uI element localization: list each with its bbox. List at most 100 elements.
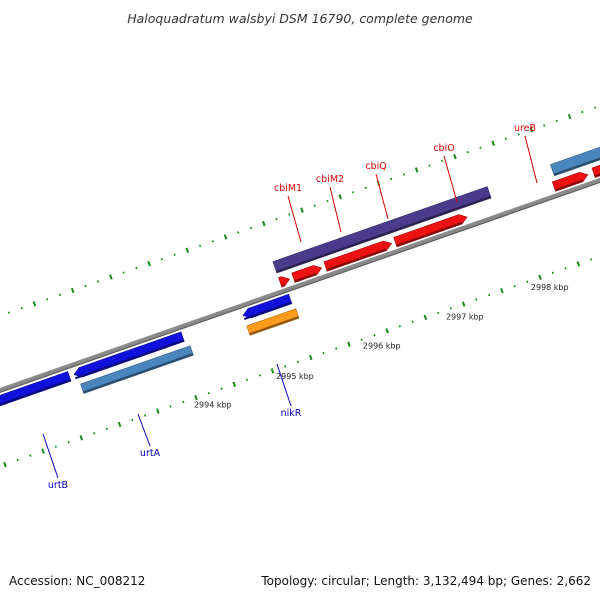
gene-block[interactable]: [246, 308, 300, 336]
lower-ruler-minor-tick: [373, 334, 376, 337]
scale-label: 2994 kbp: [194, 401, 232, 410]
gene-shadow: [281, 284, 285, 287]
lower-ruler-minor-tick: [360, 338, 363, 341]
label-pointer: [375, 173, 389, 220]
upper-ruler-minor-tick: [504, 137, 507, 140]
lower-ruler-major-tick: [538, 274, 542, 280]
gene-arrow[interactable]: [73, 331, 185, 380]
upper-ruler-major-tick: [567, 113, 572, 120]
scale-label: 2995 kbp: [276, 372, 314, 381]
lower-ruler-major-tick: [385, 328, 389, 334]
gene-arrow[interactable]: [242, 293, 293, 321]
gene-shadow: [396, 221, 463, 247]
gene-arrow[interactable]: [0, 371, 72, 408]
upper-ruler-minor-tick: [594, 106, 597, 109]
lower-ruler-minor-tick: [16, 458, 19, 462]
map-title: Haloquadratum walsbyi DSM 16790, complet…: [127, 11, 473, 26]
gene-arrow[interactable]: [278, 276, 291, 288]
lower-ruler-minor-tick: [220, 387, 223, 390]
lower-ruler-minor-tick: [182, 400, 185, 404]
lower-ruler-minor-tick: [513, 284, 516, 288]
gene-label-urtA[interactable]: urtA: [137, 413, 161, 459]
upper-ruler-minor-tick: [46, 298, 49, 301]
label-layer: 2994 kbp 2995 kbp 2996 kbp 2997 kbp 2998 kbp…: [42, 123, 569, 491]
upper-ruler-minor-tick: [351, 191, 355, 194]
upper-ruler-minor-tick: [581, 110, 584, 114]
gene-label-nikR[interactable]: nikR: [276, 363, 302, 419]
upper-ruler-minor-tick: [237, 231, 240, 234]
lower-ruler-minor-tick: [105, 427, 108, 431]
gene-block[interactable]: [272, 186, 492, 274]
upper-ruler-minor-tick: [275, 217, 278, 221]
gene-body: [550, 146, 600, 177]
gene-shadow: [554, 179, 583, 192]
label-pointer: [137, 413, 151, 447]
upper-ruler-minor-tick: [543, 124, 546, 127]
genome-backbone: [0, 177, 600, 393]
lower-ruler-minor-tick: [526, 280, 529, 283]
scale-label: 2997 kbp: [446, 312, 484, 321]
gene-arrow[interactable]: [393, 214, 468, 248]
lower-ruler-minor-tick: [449, 307, 452, 310]
lower-ruler-minor-tick: [488, 293, 491, 297]
upper-ruler-major-tick: [338, 194, 343, 200]
upper-ruler-minor-tick: [466, 150, 469, 154]
lower-ruler-major-tick: [194, 394, 198, 401]
gene-label-text: ureB: [514, 123, 536, 134]
lower-ruler-minor-tick: [437, 311, 440, 315]
gene-label-cbiQ[interactable]: cbiQ: [365, 161, 389, 220]
lower-ruler-minor-tick: [335, 347, 338, 350]
gene-shadow: [326, 248, 387, 272]
upper-ruler-minor-tick: [211, 240, 214, 243]
lower-ruler-minor-tick: [29, 454, 32, 457]
label-pointer: [524, 135, 538, 184]
gene-label-ureB[interactable]: ureB: [514, 123, 538, 184]
gene-label-urtB[interactable]: urtB: [42, 433, 68, 491]
lower-ruler-major-tick: [308, 354, 313, 361]
gene-shadow: [294, 272, 317, 283]
upper-ruler-major-tick: [109, 274, 113, 280]
gene-arrow[interactable]: [551, 171, 589, 192]
lower-ruler-major-tick: [117, 421, 122, 428]
upper-ruler-major-tick: [185, 247, 190, 253]
upper-ruler-minor-tick: [288, 213, 291, 216]
backbone-line: [0, 177, 600, 393]
upper-ruler-major-tick: [529, 127, 534, 133]
label-pointer: [276, 363, 292, 407]
gene-label-cbiM1[interactable]: cbiM1: [274, 183, 302, 243]
lower-ruler-minor-tick: [589, 258, 593, 261]
gene-body: [0, 371, 72, 407]
upper-ruler-minor-tick: [555, 119, 558, 123]
gene-arrow[interactable]: [591, 148, 600, 178]
gene-label-text: cbiM2: [316, 174, 344, 185]
gene-label-text: urtB: [48, 480, 68, 491]
lower-ruler-major-tick: [576, 261, 581, 267]
gene-label-text: cbiM1: [274, 183, 302, 194]
lower-ruler-major-tick: [232, 381, 237, 387]
upper-ruler-minor-tick: [390, 177, 393, 181]
label-pointer: [443, 155, 458, 203]
lower-ruler-minor-tick: [143, 414, 147, 417]
gene-block[interactable]: [80, 345, 194, 394]
gene-arrow[interactable]: [323, 240, 393, 272]
upper-ruler-major-tick: [262, 220, 266, 227]
upper-ruler-major-tick: [300, 207, 304, 213]
upper-ruler-major-tick: [70, 287, 75, 294]
gene-arrow[interactable]: [291, 265, 323, 283]
gene-layer: [0, 129, 600, 408]
tick-layer: [3, 106, 597, 468]
upper-ruler-minor-tick: [199, 244, 202, 248]
gene-label-cbiM2[interactable]: cbiM2: [316, 174, 344, 233]
gene-label-cbiO[interactable]: cbiO: [433, 143, 458, 203]
gene-body: [73, 331, 185, 378]
gene-block[interactable]: [550, 129, 600, 177]
lower-ruler-major-tick: [3, 461, 7, 468]
lower-ruler-minor-tick: [284, 365, 287, 368]
gene-shadow: [249, 316, 299, 336]
upper-ruler-minor-tick: [517, 133, 520, 136]
gene-shadow: [243, 301, 292, 321]
gene-body: [246, 308, 300, 336]
lower-ruler-minor-tick: [54, 445, 57, 448]
upper-ruler-major-tick: [32, 301, 37, 307]
lower-ruler-minor-tick: [207, 392, 210, 395]
